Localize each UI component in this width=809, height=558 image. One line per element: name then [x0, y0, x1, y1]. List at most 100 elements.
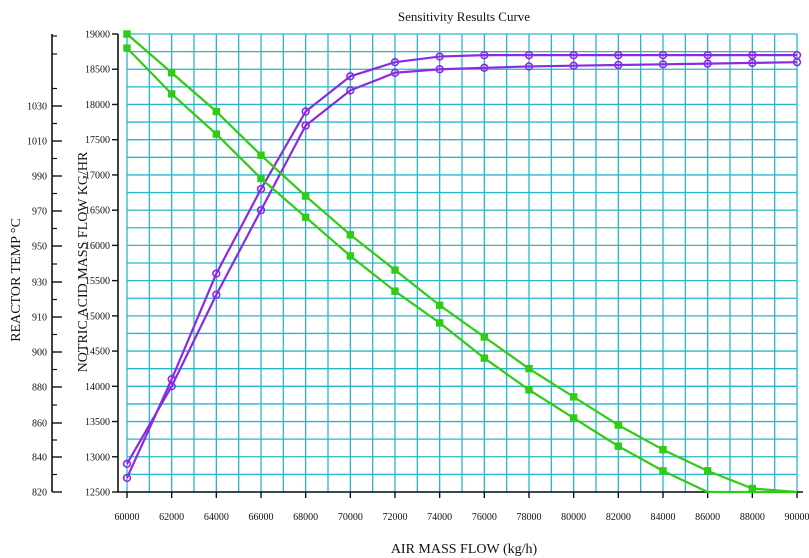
series-point-3	[301, 192, 310, 200]
series-point-1	[435, 52, 444, 61]
series-point-2	[792, 57, 802, 67]
series-line-3	[126, 33, 798, 494]
series-point-3	[346, 231, 355, 239]
series-point-2	[390, 68, 400, 77]
x-tick-label: 86000	[695, 512, 720, 523]
right-y-tick-label: 12500	[85, 488, 110, 499]
right-y-tick-labels: 12500 13000 13500 14000 14500 15000 15500 16000…	[85, 30, 118, 499]
left-y-tick-label: 910	[32, 313, 47, 324]
right-y-tick-label: 17500	[85, 135, 110, 146]
series-point-3	[167, 69, 176, 77]
chart-axes	[51, 34, 803, 493]
x-tick-labels: 60000 62000 64000 66000 68000 70000 72000 74000…	[115, 492, 809, 523]
x-tick-label: 82000	[606, 512, 631, 523]
left-y-tick-label: 990	[32, 172, 47, 183]
series-point-2	[301, 121, 310, 130]
series-line-4	[126, 47, 797, 494]
series-point-1	[614, 50, 623, 60]
left-y-tick-label: 930	[32, 278, 47, 289]
series-line-2	[126, 61, 798, 465]
series-point-1	[390, 57, 400, 67]
series-point-1	[748, 50, 757, 60]
series-point-1	[256, 184, 266, 194]
right-y-tick-label: 14500	[85, 347, 110, 358]
series-point-2	[480, 63, 489, 73]
left-y-tick-label: 970	[32, 207, 47, 218]
series-point-1	[346, 72, 355, 81]
left-y-tick-label: 880	[32, 383, 47, 394]
series-point-1	[122, 473, 132, 483]
series-point-3	[123, 30, 131, 38]
right-y-tick-label: 13000	[85, 452, 110, 463]
series-line-1	[125, 54, 797, 479]
right-y-axis-title: NOTRIC ACID MASS FLOW KG/HR	[76, 151, 91, 372]
series-point-3	[480, 333, 489, 341]
x-tick-label: 66000	[249, 512, 274, 523]
x-axis-title: AIR MASS FLOW (kg/h)	[391, 542, 538, 557]
x-tick-label: 64000	[204, 512, 229, 523]
chart-series	[122, 30, 802, 494]
series-point-3	[391, 266, 399, 274]
series-point-2	[569, 61, 578, 70]
series-point-3	[659, 446, 667, 454]
series-point-4	[614, 442, 623, 450]
x-tick-label: 90000	[785, 512, 809, 523]
series-point-1	[301, 107, 310, 116]
series-point-3	[525, 364, 533, 373]
series-point-3	[569, 393, 578, 401]
series-point-2	[212, 290, 221, 299]
series-point-2	[346, 86, 355, 95]
x-tick-label: 80000	[561, 512, 586, 523]
chart-title: Sensitivity Results Curve	[398, 9, 530, 24]
left-y-axis-title: REACTOR TEMP °C	[9, 218, 24, 342]
left-y-tick-labels: 820 840 860 880 900 910 930 950 970 990 1010 1030	[27, 35, 62, 499]
series-point-4	[480, 354, 489, 362]
x-tick-label: 68000	[293, 512, 318, 523]
series-point-1	[569, 50, 578, 60]
right-y-tick-label: 19000	[85, 30, 110, 41]
right-y-tick-label: 17000	[85, 170, 110, 181]
series-point-4	[569, 414, 578, 422]
right-y-tick-label: 15000	[85, 311, 110, 322]
x-tick-label: 88000	[740, 512, 765, 523]
left-y-tick-label: 1010	[27, 137, 47, 148]
x-tick-label: 76000	[472, 512, 497, 523]
series-point-3	[748, 484, 757, 493]
series-point-4	[525, 386, 533, 394]
series-point-2	[524, 62, 534, 71]
series-point-2	[748, 58, 757, 68]
series-point-3	[212, 107, 221, 116]
series-point-2	[122, 459, 132, 469]
series-point-1	[480, 50, 489, 60]
right-y-tick-label: 13500	[85, 417, 110, 428]
x-tick-label: 84000	[651, 512, 676, 523]
series-point-4	[123, 44, 131, 52]
series-point-4	[167, 90, 176, 98]
series-point-2	[614, 60, 623, 70]
right-y-tick-label: 16000	[85, 241, 110, 252]
x-tick-label: 60000	[115, 512, 140, 523]
right-y-tick-label: 18000	[85, 100, 110, 111]
right-y-tick-label: 14000	[85, 382, 110, 393]
x-tick-label: 74000	[427, 512, 452, 523]
series-point-4	[212, 130, 221, 138]
series-point-4	[391, 287, 399, 295]
series-point-4	[301, 213, 310, 221]
series-point-2	[658, 60, 668, 69]
x-tick-label: 72000	[383, 512, 408, 523]
series-point-4	[346, 252, 355, 260]
series-point-2	[435, 65, 444, 74]
x-tick-label: 78000	[517, 512, 542, 523]
x-tick-label: 70000	[338, 512, 363, 523]
series-point-2	[703, 59, 712, 68]
series-point-3	[703, 467, 712, 475]
series-point-1	[212, 269, 221, 278]
left-y-tick-label: 900	[32, 348, 47, 359]
series-point-4	[659, 467, 667, 475]
left-y-tick-label: 1030	[27, 102, 47, 113]
series-point-2	[256, 205, 266, 215]
left-y-tick-label: 860	[32, 419, 47, 430]
series-point-3	[435, 301, 444, 309]
left-y-tick-label: 950	[32, 242, 47, 253]
